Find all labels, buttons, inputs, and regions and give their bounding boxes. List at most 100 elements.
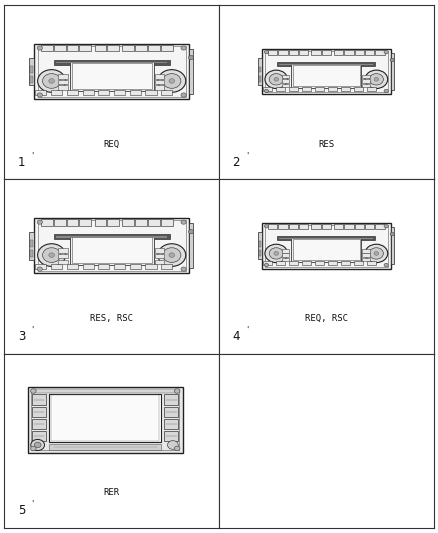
- Bar: [35, 90, 46, 95]
- Bar: [98, 90, 110, 95]
- Circle shape: [374, 252, 378, 255]
- Bar: [58, 80, 68, 84]
- Circle shape: [49, 253, 54, 257]
- Bar: [58, 254, 68, 259]
- Bar: [263, 261, 272, 265]
- Bar: [135, 220, 147, 225]
- Bar: [107, 220, 119, 225]
- Bar: [155, 260, 164, 264]
- Bar: [311, 50, 321, 55]
- Circle shape: [181, 93, 186, 97]
- Bar: [362, 253, 370, 257]
- Circle shape: [390, 232, 394, 236]
- Bar: [362, 258, 370, 261]
- Circle shape: [369, 74, 383, 85]
- Bar: [41, 45, 53, 52]
- Circle shape: [38, 244, 66, 266]
- Bar: [114, 264, 125, 269]
- Bar: [289, 261, 298, 265]
- Circle shape: [265, 50, 268, 54]
- Bar: [98, 264, 110, 269]
- Bar: [282, 258, 290, 261]
- Bar: [32, 389, 178, 393]
- Bar: [107, 45, 119, 52]
- Bar: [58, 260, 68, 264]
- Bar: [122, 45, 134, 52]
- Bar: [334, 224, 343, 229]
- Bar: [341, 87, 350, 91]
- Bar: [362, 75, 370, 78]
- Bar: [67, 45, 78, 52]
- Bar: [32, 431, 46, 441]
- Circle shape: [169, 79, 175, 83]
- Bar: [161, 90, 173, 95]
- Bar: [58, 248, 68, 253]
- Circle shape: [37, 93, 42, 97]
- Bar: [279, 64, 373, 65]
- Circle shape: [269, 74, 283, 85]
- Circle shape: [390, 58, 394, 62]
- Bar: [282, 84, 290, 87]
- Bar: [262, 223, 391, 269]
- Bar: [54, 45, 66, 52]
- Bar: [259, 241, 261, 247]
- Bar: [315, 261, 324, 265]
- Bar: [259, 67, 261, 72]
- Bar: [355, 50, 364, 55]
- Text: 3: 3: [18, 329, 25, 343]
- Bar: [302, 261, 311, 265]
- Bar: [291, 63, 361, 87]
- Bar: [95, 220, 106, 225]
- Bar: [282, 249, 290, 253]
- Bar: [51, 264, 62, 269]
- Bar: [328, 87, 337, 91]
- Bar: [67, 90, 78, 95]
- Circle shape: [37, 46, 42, 50]
- Bar: [262, 49, 391, 94]
- Bar: [51, 90, 62, 95]
- Circle shape: [42, 248, 61, 262]
- Bar: [161, 220, 173, 225]
- Bar: [70, 62, 154, 91]
- Circle shape: [162, 248, 181, 262]
- Bar: [354, 261, 364, 265]
- Text: 4: 4: [233, 329, 240, 343]
- Bar: [289, 50, 298, 55]
- Bar: [70, 236, 154, 265]
- Bar: [56, 236, 167, 238]
- Bar: [321, 50, 331, 55]
- Circle shape: [31, 439, 45, 450]
- Circle shape: [34, 442, 41, 448]
- Bar: [365, 224, 374, 229]
- Text: ': ': [31, 151, 33, 160]
- Bar: [67, 220, 78, 225]
- Bar: [155, 80, 164, 84]
- Bar: [35, 44, 189, 99]
- Bar: [278, 224, 288, 229]
- Bar: [32, 394, 46, 405]
- Text: RER: RER: [104, 488, 120, 497]
- Bar: [35, 218, 189, 273]
- Bar: [268, 50, 277, 55]
- Circle shape: [265, 244, 288, 263]
- Circle shape: [269, 248, 283, 259]
- Text: ': ': [246, 326, 248, 335]
- Bar: [344, 224, 354, 229]
- Bar: [311, 224, 321, 229]
- Bar: [155, 74, 164, 79]
- Bar: [122, 220, 134, 225]
- Bar: [367, 261, 376, 265]
- Bar: [334, 50, 343, 55]
- Bar: [355, 224, 364, 229]
- Bar: [344, 50, 354, 55]
- Circle shape: [158, 244, 186, 266]
- Circle shape: [274, 252, 279, 255]
- Bar: [58, 85, 68, 90]
- Bar: [299, 224, 308, 229]
- Bar: [276, 87, 285, 91]
- Circle shape: [265, 70, 288, 88]
- Bar: [354, 87, 364, 91]
- Circle shape: [188, 230, 194, 234]
- Circle shape: [162, 74, 181, 88]
- Bar: [268, 224, 277, 229]
